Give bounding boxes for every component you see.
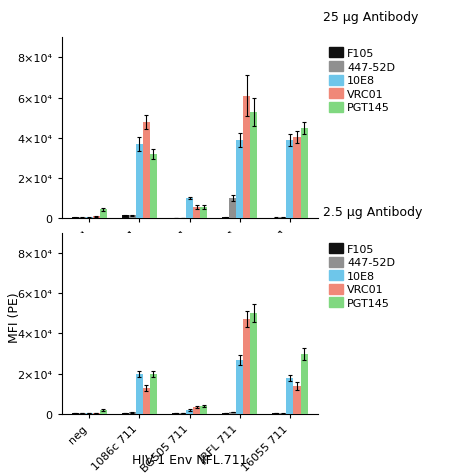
Bar [229,199,236,219]
Text: 2.5 μg Antibody: 2.5 μg Antibody [323,206,422,219]
Bar [200,208,207,219]
Bar [93,413,100,414]
Bar [150,155,157,219]
Bar [122,216,129,219]
Bar [172,413,179,414]
Bar [243,320,250,414]
Bar [100,410,107,414]
Bar [72,413,79,414]
Legend: F105, 447-52D, 10E8, VRC01, PGT145: F105, 447-52D, 10E8, VRC01, PGT145 [328,242,396,309]
Bar [136,145,143,219]
Bar [301,129,308,219]
Bar [280,218,286,219]
Bar [129,216,136,219]
Bar [236,360,243,414]
Bar [100,210,107,219]
Bar [250,112,257,219]
Bar [186,410,193,414]
Bar [172,218,179,219]
Bar [243,96,250,219]
Bar [286,378,293,414]
Bar [301,354,308,414]
Bar [222,413,229,414]
Bar [250,314,257,414]
Bar [286,140,293,219]
Text: 25 μg Antibody: 25 μg Antibody [323,10,418,24]
Bar [93,217,100,219]
Bar [293,138,301,219]
Bar [186,199,193,219]
Text: HIV-1 Env NFL.711: HIV-1 Env NFL.711 [132,454,247,466]
Bar [86,218,93,219]
Bar [143,122,150,219]
Bar [72,218,79,219]
Bar [143,388,150,414]
Bar [293,386,301,414]
Bar [229,412,236,414]
Bar [79,218,86,219]
Legend: F105, 447-52D, 10E8, VRC01, PGT145: F105, 447-52D, 10E8, VRC01, PGT145 [328,47,396,114]
Bar [129,413,136,414]
Bar [136,374,143,414]
Bar [86,413,93,414]
Bar [179,413,186,414]
Bar [179,218,186,219]
Bar [79,413,86,414]
Bar [193,208,200,219]
Bar [273,413,280,414]
Bar [222,218,229,219]
Bar [150,374,157,414]
Bar [193,407,200,414]
Bar [273,218,280,219]
Bar [200,406,207,414]
Bar [122,413,129,414]
Bar [236,140,243,219]
Text: MFI (PE): MFI (PE) [8,291,21,342]
